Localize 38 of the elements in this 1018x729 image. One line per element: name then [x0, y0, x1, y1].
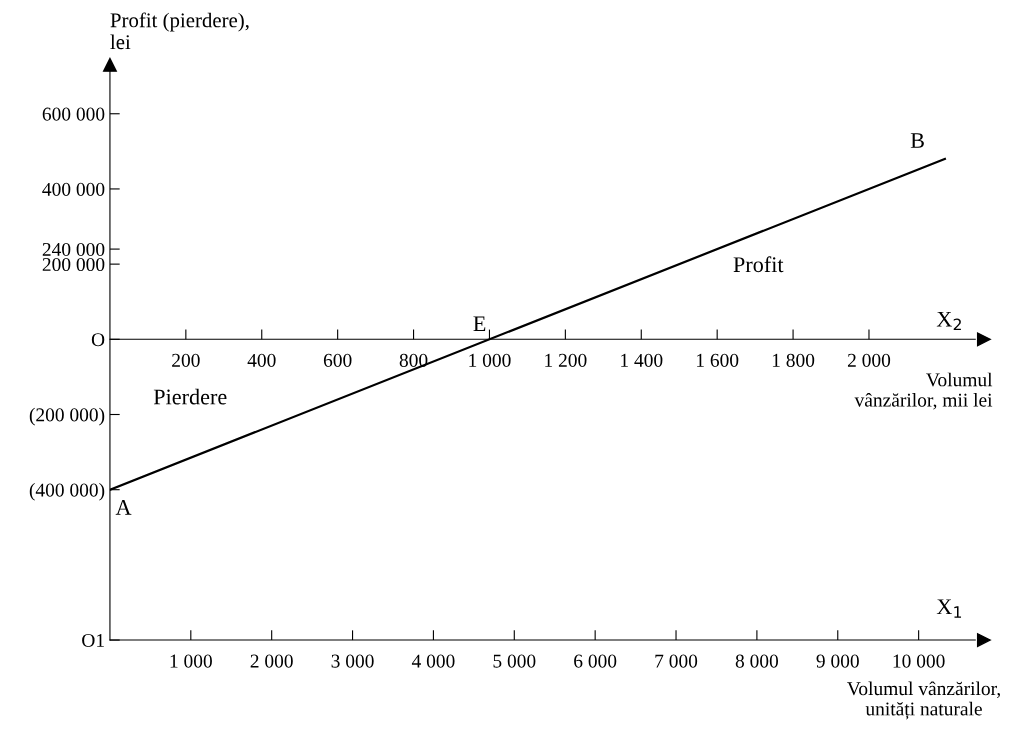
y-tick-label: 240 000	[42, 242, 105, 257]
x2-tick-label: 8 000	[735, 654, 779, 668]
y-tick-label: 600 000	[42, 107, 105, 121]
x2-tick-label: 1 000	[170, 654, 212, 668]
x2-tick-label: 6 000	[574, 654, 617, 668]
y-tick-label: 400 000	[42, 182, 105, 196]
y-tick-label: 200 000	[42, 257, 105, 272]
x-tick-label: 2 000	[847, 353, 891, 367]
x2-tick-label: 9 000	[816, 654, 859, 668]
y-tick-label: O1	[82, 633, 104, 647]
x2-tick-label: 5 000	[493, 654, 536, 668]
y-axis-title: Profit (pierdere), lei	[110, 12, 249, 50]
x-tick-label: 1 800	[772, 353, 815, 367]
y-tick-label: (200 000)	[29, 407, 105, 426]
x-tick-label: 1 400	[621, 353, 663, 367]
x-tick-label: 1 200	[545, 353, 587, 367]
x2-tick-label: 3 000	[331, 654, 374, 668]
x-tick-label: 1 000	[469, 353, 511, 367]
x-tick-label: 400	[247, 353, 276, 367]
y-tick-label: (400 000)	[29, 482, 105, 501]
x2-tick-label: 4 000	[411, 654, 455, 668]
y-tick-label: O	[91, 333, 105, 347]
x2-tick-label: 2 000	[250, 654, 293, 668]
x-tick-label: 800	[399, 353, 428, 367]
annotation: A	[115, 500, 132, 515]
x-tick-label: 600	[323, 353, 352, 367]
annotation: B	[910, 133, 924, 148]
annotation: E	[473, 316, 486, 331]
x-tick-label: 200	[172, 353, 200, 367]
x-axis-title: Volumul vânzărilor, mii lei	[854, 372, 993, 410]
x2-axis-title: Volumul vânzărilor, unități naturale	[847, 681, 1000, 720]
annotation: Pierdere	[153, 388, 227, 405]
annotation: X$_{1}$	[936, 599, 962, 618]
annotation: X$_{2}$	[936, 311, 961, 331]
annotation: Profit	[733, 256, 784, 273]
x2-tick-label: 10 000	[893, 654, 945, 668]
x-tick-label: 1 600	[697, 353, 739, 367]
x2-tick-label: 7 000	[655, 654, 698, 668]
